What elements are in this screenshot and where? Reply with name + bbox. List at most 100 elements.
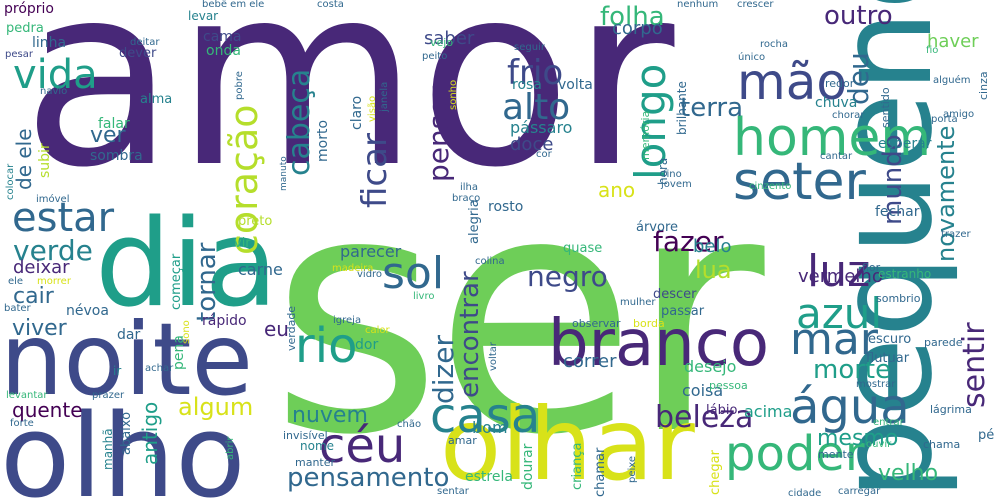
word-passaro: pássaro (510, 118, 573, 137)
word-crescer: crescer (737, 0, 774, 10)
word-sombrio: sombrio (876, 292, 921, 305)
word-amigo: amigo (943, 109, 975, 120)
word-nuvem: nuvem (292, 403, 368, 428)
word-colina: colina (475, 256, 505, 267)
word-carregar: carregar (838, 486, 881, 497)
word-corpo: corpo (612, 18, 663, 39)
word-amar: amar (448, 434, 477, 447)
word-frio: frio (507, 53, 564, 93)
word-seter: seter (733, 152, 866, 212)
word-memoria: memória (639, 110, 652, 160)
word-nome: nome (300, 439, 335, 453)
word-acima: acima (744, 402, 793, 421)
word-morte: morte (813, 355, 892, 385)
word-flor: flor (862, 261, 881, 274)
word-invisivel: invisível (283, 429, 328, 442)
word-chama: chama (923, 438, 961, 451)
word-ceu: céu (319, 418, 406, 474)
word-ano: ano (598, 178, 636, 202)
word-dia: dia (95, 195, 279, 334)
word-preto: preto (238, 214, 273, 229)
word-noite: noite (0, 301, 254, 418)
word-madeira: madeira (332, 263, 374, 274)
word-beleza: beleza (655, 400, 754, 435)
word-estranho: estranho (878, 267, 932, 281)
word-carne: carne (238, 260, 283, 279)
word-saber: saber (424, 28, 475, 49)
word-entrar: entrar (873, 417, 904, 428)
word-amor: amor (22, 0, 675, 222)
word-ouvir: ouvir (866, 439, 892, 450)
word-levantar: levantar (6, 390, 48, 401)
word-navio: navio (40, 86, 68, 97)
word-forte: forte (10, 418, 34, 429)
word-calor: calor (365, 325, 390, 336)
word-vir: vir (234, 236, 251, 251)
word-vida: vida (13, 52, 98, 98)
word-observar: observar (572, 317, 621, 330)
word-eu: eu (264, 317, 289, 341)
word-linha: linha (32, 35, 67, 51)
word-alguem: alguém (933, 75, 971, 86)
word-redor: redor (825, 77, 855, 90)
word-pensamento: pensamento (287, 463, 450, 493)
word-dever: dever (119, 46, 157, 61)
word-ficar: ficar (355, 133, 395, 208)
word-sombra: sombra (90, 148, 143, 164)
word-encontrar: encontrar (455, 271, 485, 398)
word-descer: descer (653, 287, 697, 302)
word-unico: único (738, 52, 766, 63)
word-correr: correr (563, 351, 617, 372)
word-chegar: chegar (708, 450, 723, 495)
word-pessoa: pessoa (709, 379, 748, 392)
word-rosto: rosto (488, 199, 524, 215)
word-sono: sono (181, 320, 192, 344)
word-visao: visão (367, 95, 378, 122)
word-sentido: sentido (879, 87, 892, 128)
word-brilhante: brilhante (675, 81, 689, 135)
word-estrela: estrela (465, 469, 513, 485)
word-outro: outro (824, 1, 893, 31)
word-subir: subir (37, 143, 53, 178)
word-mulher: mulher (620, 297, 656, 308)
word-braco: braço (452, 193, 481, 204)
word-coisa: coisa (682, 381, 724, 400)
word-viver: viver (12, 316, 67, 341)
word-proprio: próprio (4, 1, 54, 17)
word-homem: homem (733, 108, 932, 168)
word-ver: ver (90, 123, 126, 148)
word-ele: ele (8, 276, 24, 287)
word-pesar: pesar (5, 49, 33, 60)
word-peito: peito (422, 51, 448, 62)
word-lagrima: lágrima (930, 403, 972, 416)
word-jovem: jovem (661, 179, 692, 190)
word-arvore: árvore (636, 220, 679, 235)
word-seguir: seguir (514, 42, 545, 53)
word-casa: casa (430, 388, 541, 444)
word-alma: alma (140, 92, 173, 107)
word-cidade: cidade (788, 488, 822, 499)
word-azul: azul (796, 289, 883, 338)
word-igreja: igreja (333, 315, 362, 326)
word-nevoa: névoa (66, 303, 109, 319)
word-mostrar: mostrar (856, 379, 896, 390)
word-vermelho: vermelho (798, 266, 883, 287)
word-rocha: rocha (760, 39, 788, 50)
word-doce: doce (510, 134, 554, 155)
word-prazer: prazer (92, 390, 125, 401)
word-coracao: coração (222, 104, 266, 255)
word-manuto: manuto (279, 156, 289, 191)
word-bom: bom (472, 418, 508, 437)
word-mesmo: mesmo (817, 426, 899, 451)
word-labio: lábio (706, 403, 738, 418)
word-agua: água (790, 379, 910, 435)
word-mar: mar (790, 314, 878, 365)
word-flutuar: flutuar (866, 351, 910, 366)
word-deixar: deixar (13, 257, 70, 278)
word-fino: fino (663, 169, 682, 180)
word-verde: verde (13, 234, 93, 267)
word-mente: mente (818, 448, 854, 461)
word-voltar: voltar (488, 342, 499, 371)
word-cinzento: cinzento (749, 181, 792, 192)
word-ser: ser (270, 123, 765, 500)
